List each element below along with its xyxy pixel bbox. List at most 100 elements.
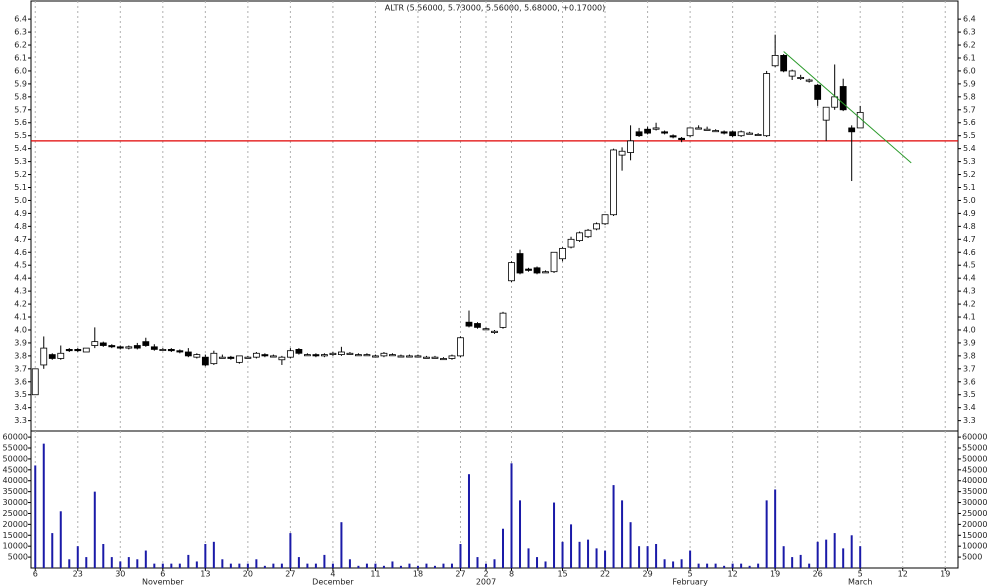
candle-body <box>210 352 218 365</box>
volume-bar <box>34 465 37 568</box>
y-tick-label: 3.4 <box>963 403 976 412</box>
y-tick-label: 4.1 <box>14 313 27 322</box>
candle-body <box>176 350 184 353</box>
volume-tick-label: 35000 <box>3 487 28 496</box>
volume-bar <box>757 563 760 568</box>
volume-bar <box>859 546 862 568</box>
volume-bar <box>246 563 249 568</box>
y-tick-label: 4.0 <box>963 325 976 334</box>
y-tick-label: 5.5 <box>963 131 976 140</box>
y-tick-label: 3.7 <box>963 364 976 373</box>
candle-body <box>31 368 39 396</box>
candle-body <box>252 352 260 358</box>
candle-body <box>125 346 133 349</box>
y-tick-label: 4.6 <box>14 248 27 257</box>
candle-body <box>329 352 337 355</box>
y-tick-label: 4.9 <box>14 209 27 218</box>
x-tick-label: 30 <box>115 570 125 579</box>
candle-body <box>618 150 626 156</box>
candle-body <box>499 312 507 328</box>
volume-bar <box>765 500 768 568</box>
volume-bar <box>825 539 828 568</box>
volume-tick-label: 25000 <box>962 509 987 518</box>
volume-bar <box>723 565 726 568</box>
x-tick-label: 20 <box>243 570 253 579</box>
volume-bar <box>774 489 777 568</box>
volume-tick-label: 40000 <box>962 476 987 485</box>
candle-body <box>822 106 830 121</box>
candle-body <box>167 349 175 352</box>
volume-bar <box>161 563 164 568</box>
volume-bar <box>297 557 300 568</box>
y-tick-label: 4.3 <box>14 287 27 296</box>
y-tick-label: 6.4 <box>963 15 976 24</box>
volume-bar <box>314 563 317 568</box>
volume-bar <box>348 559 351 568</box>
volume-bar <box>816 541 819 568</box>
volume-bar <box>391 561 394 568</box>
volume-bar <box>425 563 428 568</box>
volume-bar <box>306 563 309 568</box>
volume-bar <box>238 563 241 568</box>
volume-bar <box>672 561 675 568</box>
volume-bar <box>42 443 45 568</box>
y-tick-label: 4.5 <box>963 261 976 270</box>
candle-body <box>508 262 515 282</box>
candle-body <box>788 70 796 77</box>
candle-body <box>159 349 167 352</box>
volume-bar <box>476 557 479 568</box>
volume-bar <box>280 563 283 568</box>
x-tick-label: 26 <box>813 570 823 579</box>
y-tick-label: 5.6 <box>14 118 27 127</box>
volume-bar <box>510 463 513 568</box>
candle-body <box>414 355 422 358</box>
volume-bar <box>493 559 496 568</box>
candle-body <box>397 355 405 358</box>
volume-bar <box>450 563 453 568</box>
volume-bar <box>110 557 113 568</box>
candle-body <box>431 356 439 359</box>
volume-bar <box>416 565 419 568</box>
candle-body <box>372 355 379 358</box>
y-tick-label: 5.0 <box>14 196 27 205</box>
volume-bar <box>689 550 692 568</box>
candle-body <box>201 356 209 366</box>
volume-bar <box>833 533 836 568</box>
candle-body <box>295 349 303 354</box>
volume-bar <box>527 548 530 568</box>
y-tick-label: 4.9 <box>963 209 976 218</box>
volume-bar <box>799 554 802 568</box>
candle-body <box>40 347 48 366</box>
candle-body <box>763 73 771 137</box>
y-tick-label: 5.1 <box>14 183 27 192</box>
y-tick-label: 3.6 <box>963 377 976 386</box>
x-tick-label: 6 <box>160 570 165 579</box>
candle-body <box>48 354 56 359</box>
volume-bar <box>340 522 343 568</box>
candle-body <box>57 352 65 359</box>
y-tick-label: 5.8 <box>963 92 976 101</box>
x-tick-label: 12 <box>728 570 738 579</box>
y-tick-label: 4.3 <box>963 287 976 296</box>
volume-tick-label: 35000 <box>962 487 987 496</box>
volume-bar <box>484 563 487 568</box>
volume-bar <box>374 563 377 568</box>
y-tick-label: 4.5 <box>14 261 27 270</box>
volume-bar <box>680 559 683 568</box>
y-tick-label: 4.0 <box>14 325 27 334</box>
volume-bar <box>646 546 649 568</box>
volume-bar <box>621 500 624 568</box>
volume-bar <box>791 557 794 568</box>
candle-body <box>346 352 354 355</box>
y-tick-label: 5.2 <box>14 170 27 179</box>
y-tick-label: 5.6 <box>963 118 976 127</box>
candle-body <box>661 131 668 134</box>
x-tick-label: 29 <box>642 570 652 579</box>
candle-body <box>533 267 541 274</box>
volume-bar <box>587 539 590 568</box>
volume-bar <box>408 563 411 568</box>
chart-title: ALTR (5.56000, 5.73000, 5.56000, 5.68000… <box>385 4 606 13</box>
plot-frame <box>30 0 959 569</box>
y-tick-label: 6.3 <box>963 28 976 37</box>
